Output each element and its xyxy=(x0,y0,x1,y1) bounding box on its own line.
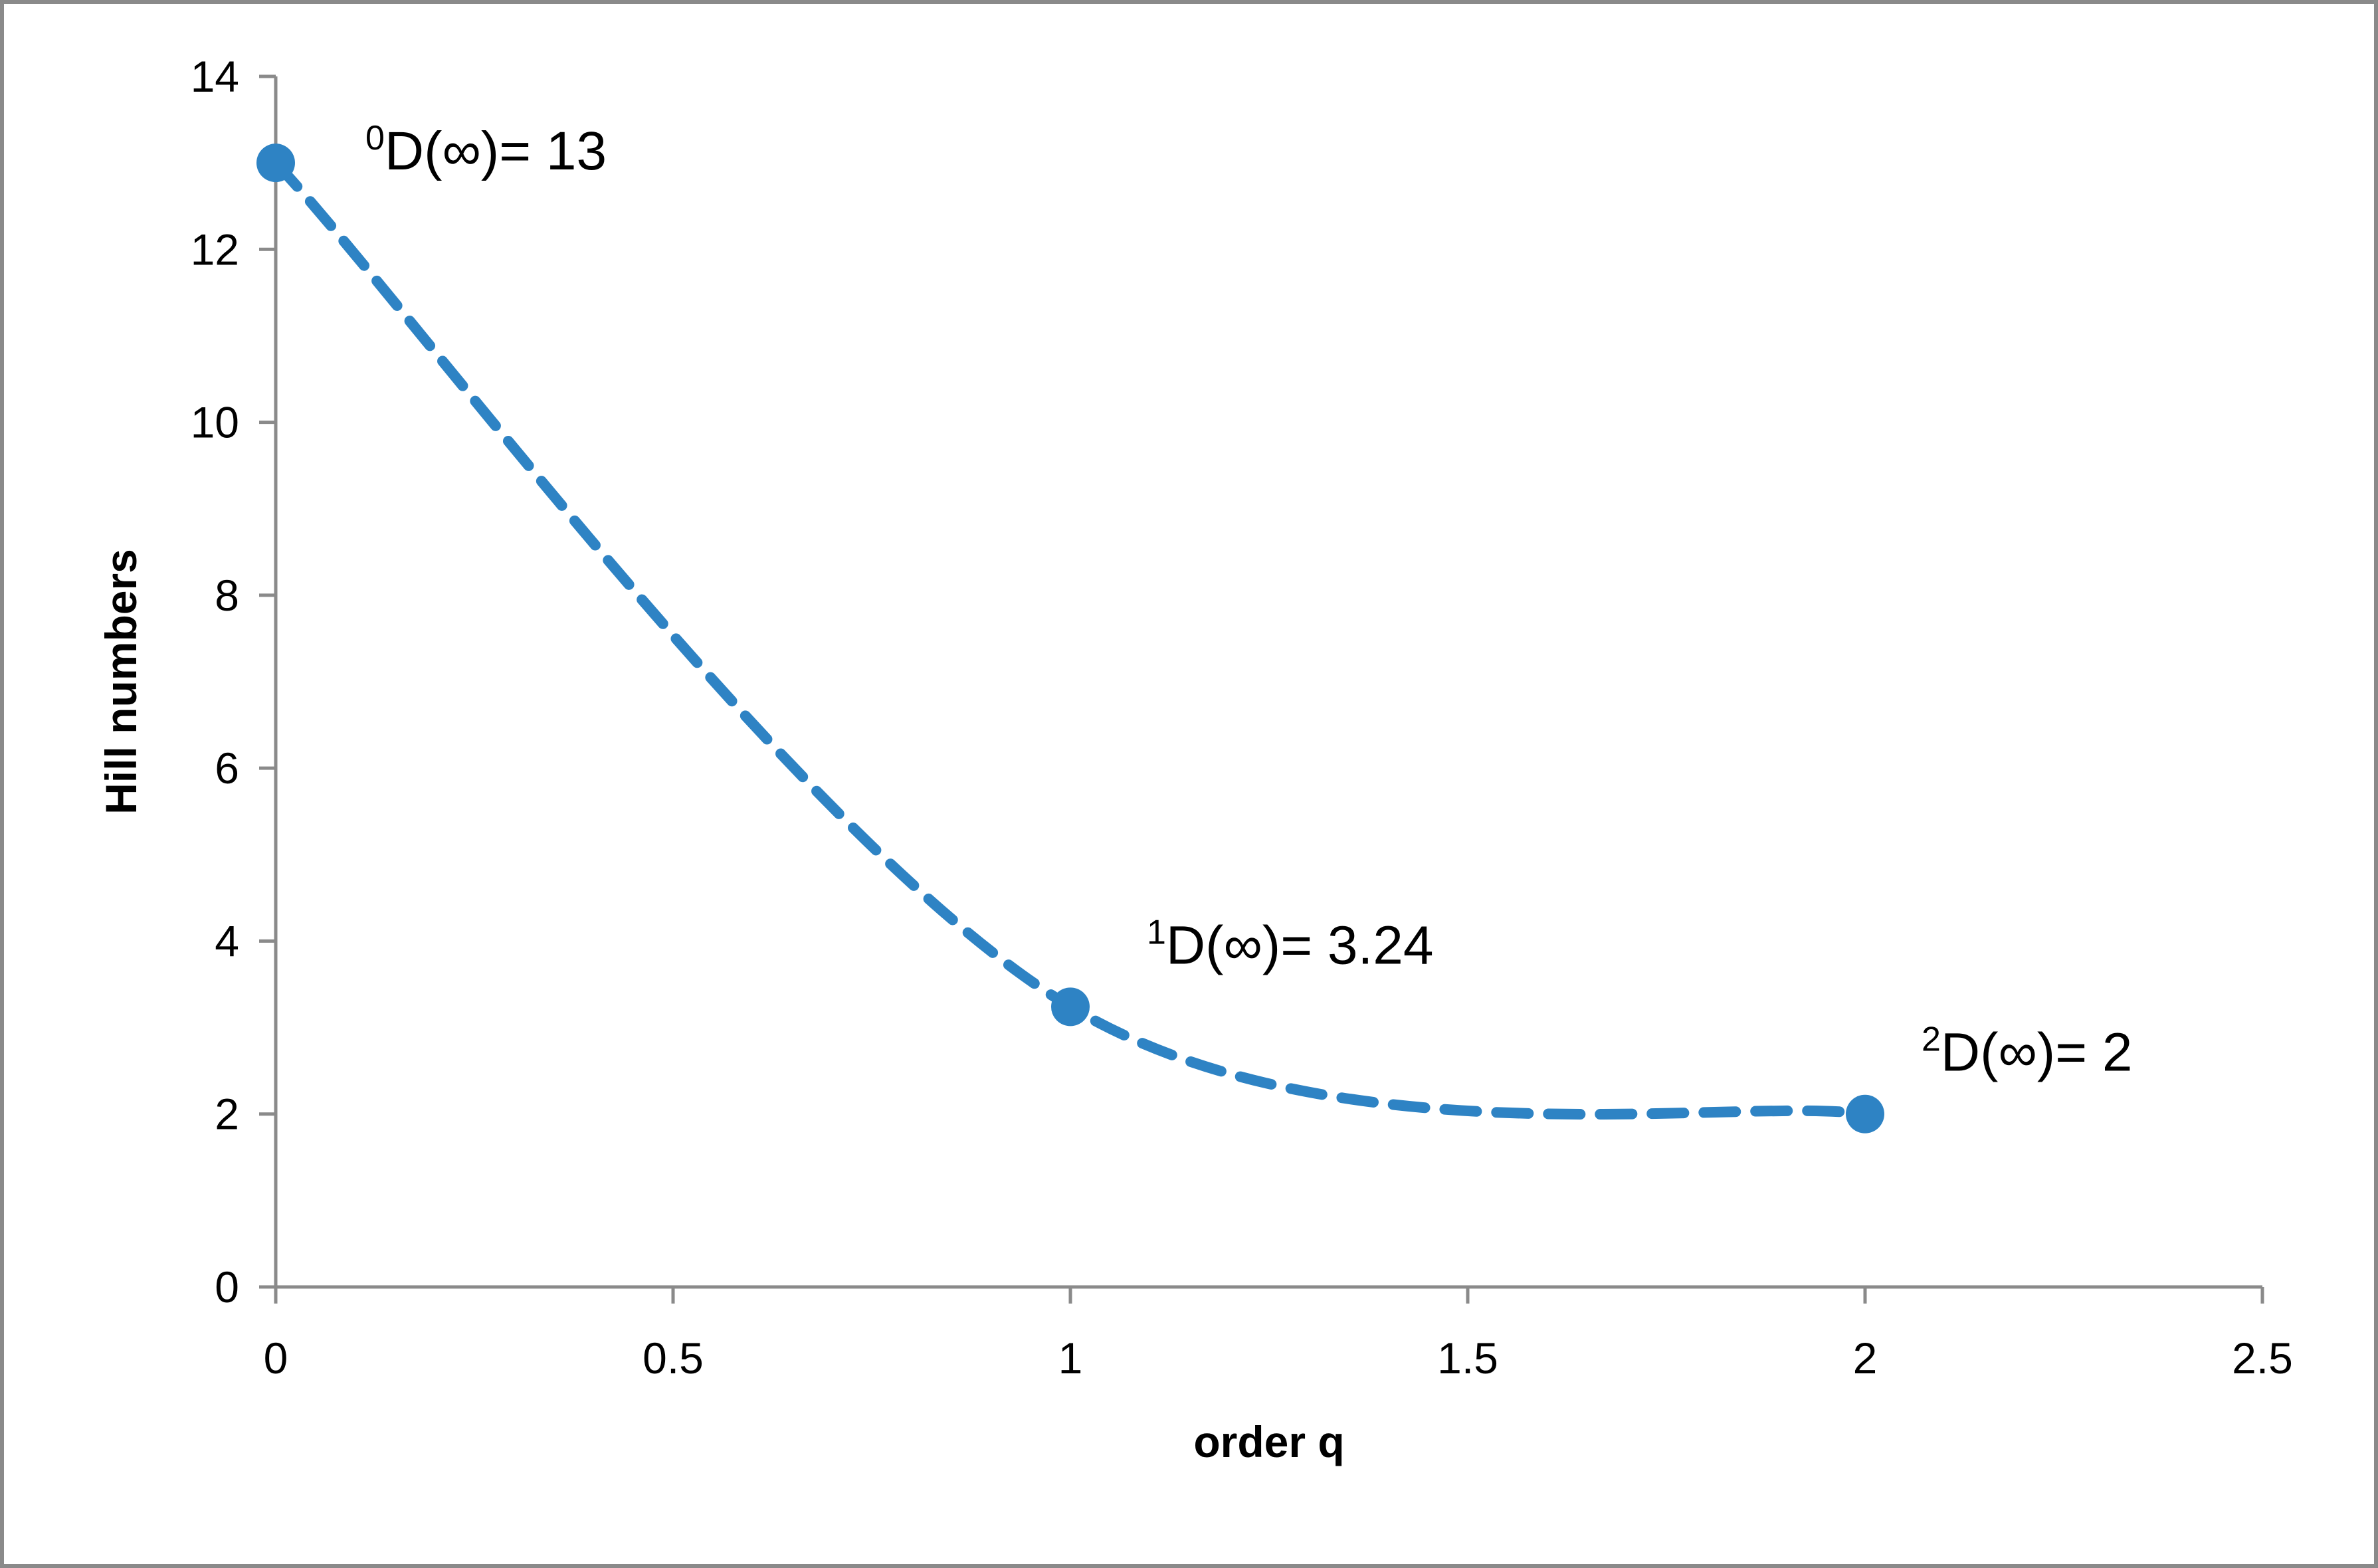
y-axis-title: Hill numbers xyxy=(96,549,146,815)
y-tick-label: 14 xyxy=(191,52,239,101)
series-layer xyxy=(256,144,1884,1133)
data-label-superscript: 0 xyxy=(365,119,385,157)
annotations: 0D(∞)= 13 1D(∞)= 3.24 2D(∞)= 2 xyxy=(365,119,2132,1083)
data-point xyxy=(1051,987,1090,1027)
x-tick-label: 0 xyxy=(264,1333,288,1383)
y-tick-label: 8 xyxy=(215,571,239,620)
data-label-superscript: 1 xyxy=(1147,913,1166,951)
y-tick-label: 2 xyxy=(215,1090,239,1139)
data-label-main: D(∞)= 2 xyxy=(1941,1023,2133,1083)
y-tick-label: 0 xyxy=(215,1262,239,1312)
x-axis-title: order q xyxy=(1193,1417,1344,1466)
data-label-main: D(∞)= 3.24 xyxy=(1166,915,1434,975)
data-point xyxy=(256,144,295,183)
x-tick-label: 0.5 xyxy=(643,1333,704,1383)
x-tick-label: 1.5 xyxy=(1437,1333,1498,1383)
x-tick-label: 2 xyxy=(1853,1333,1878,1383)
series-line xyxy=(270,157,1870,1120)
data-point xyxy=(1846,1094,1884,1133)
data-label: 1D(∞)= 3.24 xyxy=(1147,913,1433,975)
data-label: 0D(∞)= 13 xyxy=(365,119,607,181)
y-tick-label: 12 xyxy=(191,225,239,274)
y-tick-label: 4 xyxy=(215,916,239,965)
data-label-superscript: 2 xyxy=(1922,1021,1941,1059)
x-tick-label: 1 xyxy=(1058,1333,1083,1383)
data-label-main: D(∞)= 13 xyxy=(385,121,607,181)
data-label: 2D(∞)= 2 xyxy=(1922,1021,2132,1083)
y-tick-label: 10 xyxy=(191,398,239,447)
y-tick-label: 6 xyxy=(215,743,239,793)
x-tick-label: 2.5 xyxy=(2232,1333,2293,1383)
